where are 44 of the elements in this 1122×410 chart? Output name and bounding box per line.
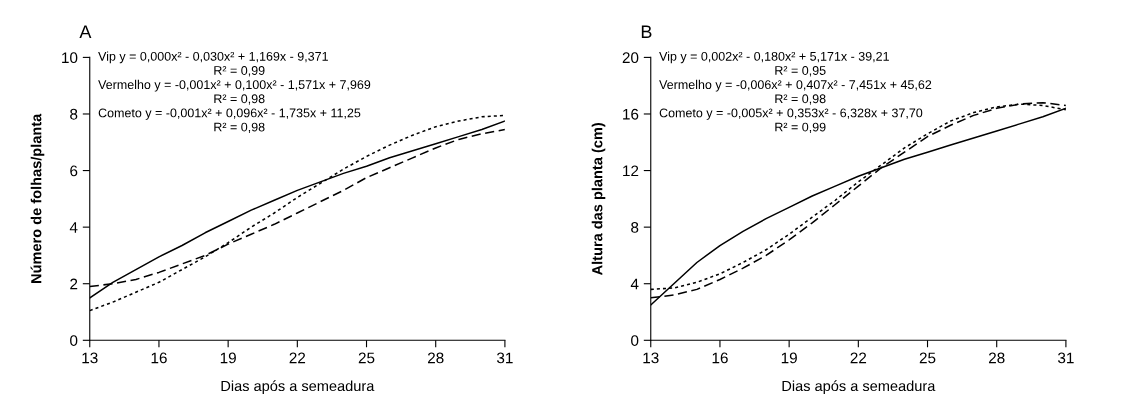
x-axis-title: Dias após a semeadura	[221, 380, 375, 394]
x-tick-label: 22	[289, 352, 306, 364]
annotation: R² = 0,98	[775, 94, 826, 105]
y-tick-label: 12	[623, 165, 639, 177]
y-tick-label: 0	[631, 335, 639, 346]
y-tick-label: 6	[70, 165, 78, 177]
y-tick-label: 4	[69, 222, 78, 233]
y-tick-label: 10	[62, 52, 78, 64]
chart-title: B	[641, 25, 652, 38]
annotation: Vermelho y = -0,006x² + 0,407x² - 7,451x + 45,62	[659, 79, 932, 92]
x-tick-label: 31	[496, 352, 513, 364]
annotation: Cometo y = -0,005x² + 0,353x² - 6,328x + 37,70	[659, 108, 923, 120]
y-tick-label: 2	[70, 278, 78, 290]
x-tick-label: 16	[712, 352, 728, 364]
annotation: Vip y = 0,002x² - 0,180x² + 5,171x - 39,21	[659, 51, 889, 64]
x-tick-label: 13	[643, 352, 659, 364]
chart-title: A	[79, 25, 92, 38]
annotation: R² = 0,95	[775, 66, 826, 77]
annotation: Vip y = 0,000x² - 0,030x² + 1,169x - 9,371	[98, 51, 328, 64]
y-tick-label: 16	[623, 108, 639, 120]
x-tick-label: 25	[919, 352, 936, 364]
annotation: Cometo y = -0,001x² + 0,096x² - 1,735x + 11,25	[98, 108, 361, 120]
annotation: R² = 0,98	[214, 94, 265, 105]
annotation: Vermelho y = -0,001x² + 0,100x² - 1,571x + 7,969	[98, 79, 371, 92]
x-tick-label: 28	[427, 352, 444, 364]
y-tick-label: 8	[70, 108, 78, 120]
x-tick-label: 28	[988, 352, 1005, 364]
annotation: R² = 0,99	[775, 122, 826, 133]
x-tick-label: 25	[358, 352, 375, 364]
y-tick-label: 0	[70, 335, 78, 346]
x-axis-title: Dias após a semeadura	[782, 380, 936, 394]
annotation: R² = 0,98	[214, 122, 265, 133]
y-axis-title: Altura das planta (cm)	[591, 122, 606, 276]
x-tick-label: 13	[82, 352, 98, 364]
x-tick-label: 22	[850, 352, 867, 364]
x-tick-label: 19	[781, 352, 797, 364]
y-tick-label: 8	[631, 222, 639, 233]
y-axis-title: Número de folhas/planta	[30, 113, 45, 283]
x-tick-label: 19	[220, 352, 236, 364]
y-tick-label: 20	[622, 52, 639, 64]
x-tick-label: 16	[151, 352, 167, 364]
x-tick-label: 31	[1057, 352, 1074, 364]
annotation: R² = 0,99	[214, 66, 265, 77]
y-tick-label: 4	[630, 278, 639, 290]
